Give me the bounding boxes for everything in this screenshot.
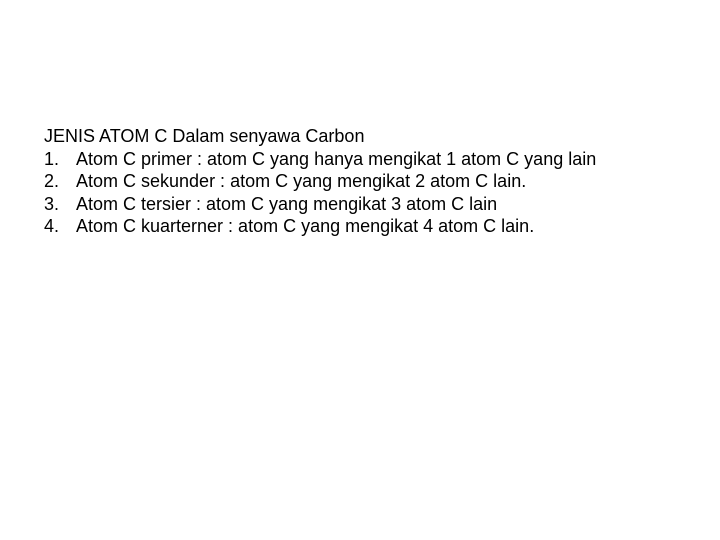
list-item: 3. Atom C tersier : atom C yang mengikat… [44, 193, 660, 216]
list-item: 1. Atom C primer : atom C yang hanya men… [44, 148, 660, 171]
list-item-number: 4. [44, 215, 76, 238]
list-item: 2. Atom C sekunder : atom C yang mengika… [44, 170, 660, 193]
list-item-number: 3. [44, 193, 76, 216]
list-item-text: Atom C tersier : atom C yang mengikat 3 … [76, 193, 660, 216]
list-item-number: 2. [44, 170, 76, 193]
list-item: 4. Atom C kuarterner : atom C yang mengi… [44, 215, 660, 238]
list-item-text: Atom C primer : atom C yang hanya mengik… [76, 148, 660, 171]
slide-title: JENIS ATOM C Dalam senyawa Carbon [44, 125, 660, 148]
slide: JENIS ATOM C Dalam senyawa Carbon 1. Ato… [0, 0, 720, 540]
numbered-list: 1. Atom C primer : atom C yang hanya men… [44, 148, 660, 238]
list-item-text: Atom C kuarterner : atom C yang mengikat… [76, 215, 660, 238]
list-item-number: 1. [44, 148, 76, 171]
list-item-text: Atom C sekunder : atom C yang mengikat 2… [76, 170, 660, 193]
